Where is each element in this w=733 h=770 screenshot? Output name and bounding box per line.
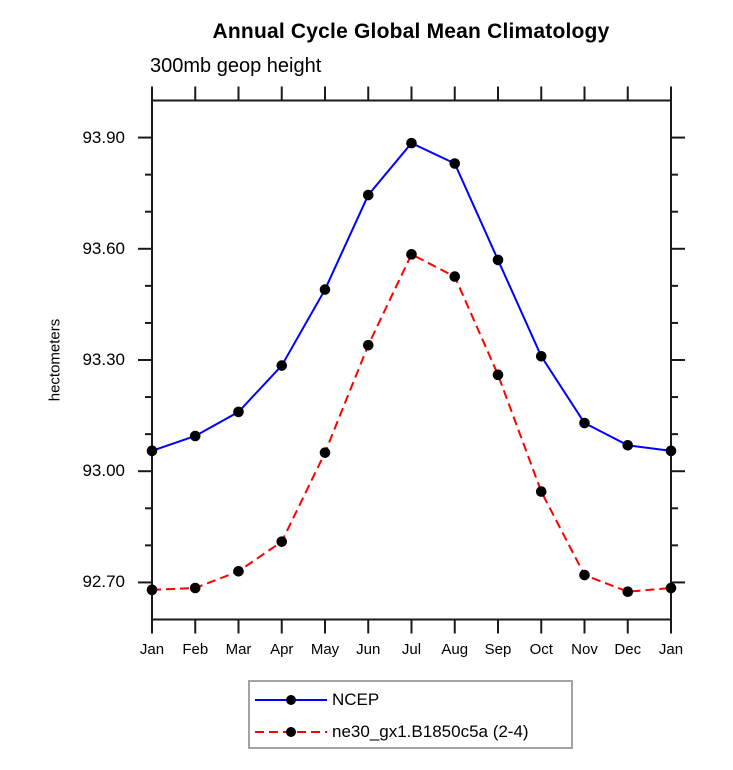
x-tick-label: Jun bbox=[356, 641, 381, 658]
data-point-marker bbox=[276, 360, 288, 371]
data-point-marker bbox=[233, 566, 244, 577]
data-point-marker bbox=[276, 536, 288, 547]
legend-box: NCEP ne30_gx1.B1850c5a (2-4) bbox=[248, 680, 573, 749]
data-point-marker bbox=[362, 339, 374, 351]
data-point-marker bbox=[622, 439, 634, 451]
data-point-marker bbox=[319, 447, 331, 458]
y-tick-label: 93.90 bbox=[82, 127, 125, 147]
y-tick-label: 93.30 bbox=[82, 350, 125, 369]
legend-item: ne30_gx1.B1850c5a (2-4) bbox=[253, 718, 529, 746]
data-point-marker bbox=[535, 486, 547, 497]
y-tick-label: 93.60 bbox=[82, 238, 125, 258]
x-tick-label: Oct bbox=[529, 641, 553, 658]
y-tick-label: 92.70 bbox=[82, 572, 125, 592]
x-tick-label: Aug bbox=[441, 641, 469, 658]
data-point-marker bbox=[535, 350, 547, 362]
x-tick-label: Apr bbox=[270, 641, 294, 658]
data-point-marker bbox=[362, 189, 374, 201]
x-tick-label: Jan bbox=[658, 641, 684, 658]
data-point-marker bbox=[492, 254, 504, 266]
data-point-marker bbox=[319, 284, 331, 295]
legend-label: NCEP bbox=[332, 690, 380, 709]
data-point-marker bbox=[492, 369, 504, 381]
chart-title: Annual Cycle Global Mean Climatology bbox=[212, 20, 610, 43]
data-point-marker bbox=[406, 249, 417, 260]
x-tick-label: May bbox=[310, 641, 340, 658]
x-tick-label: Mar bbox=[225, 641, 252, 658]
data-point-marker bbox=[665, 445, 677, 457]
data-point-marker bbox=[406, 137, 417, 149]
x-tick-label: Nov bbox=[571, 641, 598, 658]
x-tick-label: Feb bbox=[182, 641, 209, 658]
data-point-marker bbox=[579, 417, 590, 429]
data-point-marker bbox=[189, 582, 201, 594]
data-point-marker bbox=[146, 584, 158, 596]
series-line-0 bbox=[151, 141, 672, 452]
x-tick-label: Dec bbox=[614, 641, 642, 658]
y-tick-label: 93.00 bbox=[82, 461, 125, 481]
data-point-marker bbox=[449, 271, 461, 282]
chart-subtitle: 300mb geop height bbox=[150, 55, 322, 77]
data-point-marker bbox=[579, 569, 590, 581]
plot-frame bbox=[151, 99, 672, 621]
legend-line-sample bbox=[255, 695, 327, 705]
series-line-1 bbox=[151, 252, 672, 593]
x-tick-label: Sep bbox=[484, 641, 512, 658]
data-point-marker bbox=[146, 445, 158, 457]
data-point-marker bbox=[449, 158, 461, 169]
x-tick-label: Jul bbox=[401, 641, 422, 658]
legend-line-sample bbox=[255, 727, 327, 737]
legend-label: ne30_gx1.B1850c5a (2-4) bbox=[332, 722, 529, 741]
data-point-marker bbox=[665, 582, 677, 594]
legend-item: NCEP bbox=[253, 686, 379, 714]
data-point-marker bbox=[189, 430, 201, 442]
x-tick-label: Jan bbox=[139, 641, 165, 658]
data-point-marker bbox=[233, 406, 244, 418]
data-point-marker bbox=[622, 586, 634, 597]
